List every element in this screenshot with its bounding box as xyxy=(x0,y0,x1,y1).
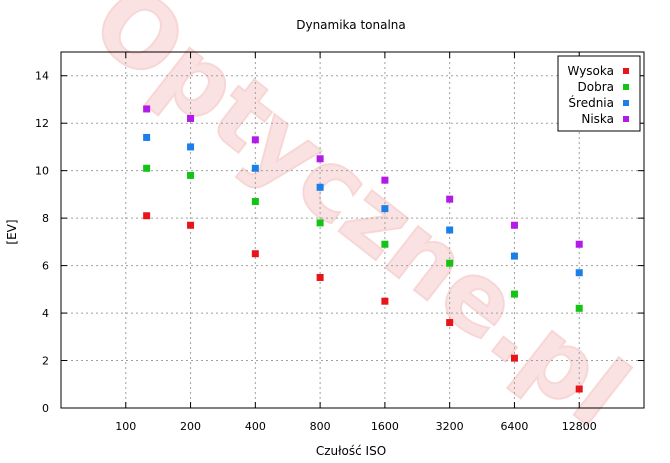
legend-label: Wysoka xyxy=(568,64,614,78)
x-tick-label: 200 xyxy=(180,420,201,433)
legend-marker xyxy=(623,84,629,90)
data-point xyxy=(251,250,259,258)
data-point xyxy=(316,273,324,281)
data-point xyxy=(446,195,454,203)
data-point xyxy=(510,252,518,260)
legend-marker xyxy=(623,116,629,122)
legend-label: Niska xyxy=(581,112,614,126)
data-point xyxy=(316,183,324,191)
y-tick-label: 14 xyxy=(35,70,49,83)
data-point xyxy=(187,221,195,229)
y-tick-label: 12 xyxy=(35,117,49,130)
y-tick-label: 8 xyxy=(42,212,49,225)
data-point xyxy=(251,136,259,144)
data-point xyxy=(510,290,518,298)
series-wysoka xyxy=(143,212,583,393)
data-point xyxy=(143,212,151,220)
data-point xyxy=(143,164,151,172)
x-axis-tick-labels: 100 200 400 800 1600 3200 6400 12800 xyxy=(115,420,596,433)
data-point xyxy=(510,221,518,229)
x-tick-label: 3200 xyxy=(436,420,464,433)
y-tick-label: 10 xyxy=(35,165,49,178)
data-point xyxy=(381,205,389,213)
data-point xyxy=(251,164,259,172)
data-point xyxy=(143,133,151,141)
data-point xyxy=(381,240,389,248)
legend-marker xyxy=(623,68,629,74)
chart-title: Dynamika tonalna xyxy=(296,18,406,32)
data-point xyxy=(316,219,324,227)
y-tick-label: 6 xyxy=(42,260,49,273)
legend-marker xyxy=(623,100,629,106)
y-axis-title: [EV] xyxy=(5,219,19,244)
data-point xyxy=(446,319,454,327)
x-axis-title: Czułość ISO xyxy=(316,444,386,458)
x-tick-label: 100 xyxy=(115,420,136,433)
x-tick-label: 6400 xyxy=(500,420,528,433)
y-tick-label: 4 xyxy=(42,307,49,320)
legend-label: Dobra xyxy=(578,80,615,94)
data-point xyxy=(575,269,583,277)
data-points xyxy=(143,105,583,393)
plot-frame xyxy=(60,51,645,409)
data-point xyxy=(316,155,324,163)
data-point xyxy=(510,354,518,362)
series-średnia xyxy=(143,133,583,277)
y-tick-label: 0 xyxy=(42,402,49,415)
data-point xyxy=(143,105,151,113)
grid xyxy=(61,52,644,408)
x-tick-label: 800 xyxy=(310,420,331,433)
x-tick-label: 12800 xyxy=(562,420,597,433)
data-point xyxy=(187,114,195,122)
y-axis-tick-labels: 0 2 4 6 8 10 12 14 xyxy=(35,70,49,415)
data-point xyxy=(575,304,583,312)
data-point xyxy=(187,171,195,179)
x-tick-label: 1600 xyxy=(371,420,399,433)
data-point xyxy=(446,259,454,267)
series-niska xyxy=(143,105,583,248)
data-point xyxy=(381,176,389,184)
data-point xyxy=(446,226,454,234)
data-point xyxy=(575,385,583,393)
data-point xyxy=(381,297,389,305)
legend-label: Średnia xyxy=(568,95,614,110)
x-tick-label: 400 xyxy=(245,420,266,433)
series-dobra xyxy=(143,164,583,312)
data-point xyxy=(251,198,259,206)
y-tick-label: 2 xyxy=(42,355,49,368)
data-point xyxy=(575,240,583,248)
data-point xyxy=(187,143,195,151)
